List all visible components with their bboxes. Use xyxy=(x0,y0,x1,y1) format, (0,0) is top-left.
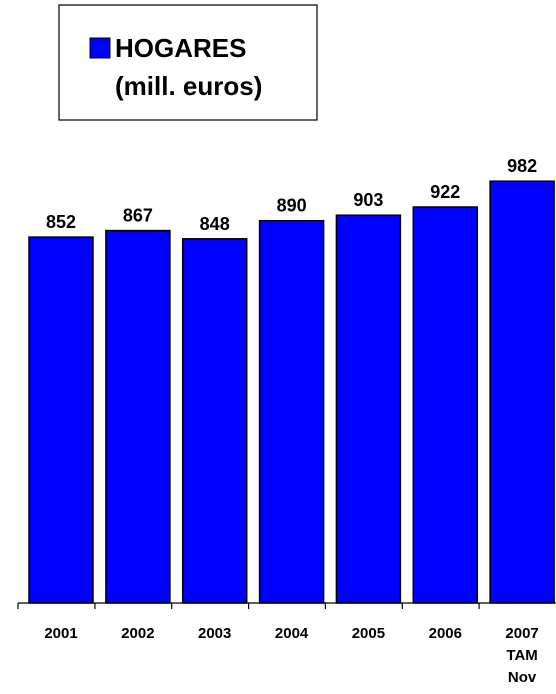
x-tick-label: 2004 xyxy=(275,625,309,642)
x-tick-label: 2002 xyxy=(121,625,154,642)
x-tick-labels-group: 2001 2002 2003 2004 2005 2006 2007 TAM Nov xyxy=(44,625,538,686)
x-tick-label: 2007 xyxy=(505,625,538,642)
legend-series-name: HOGARES xyxy=(115,33,246,63)
bar xyxy=(28,236,94,604)
bar xyxy=(412,206,479,604)
value-labels-group: 852 867 848 890 903 922 982 xyxy=(46,156,537,234)
x-tick-label: 2003 xyxy=(198,625,231,642)
bars-group xyxy=(28,180,555,604)
legend-series-unit: (mill. euros) xyxy=(115,71,262,101)
bar xyxy=(489,180,555,604)
x-tick-label: TAM xyxy=(506,647,537,664)
legend-box xyxy=(58,4,318,121)
bar xyxy=(258,219,325,604)
bar xyxy=(105,229,171,604)
legend: HOGARES (mill. euros) xyxy=(58,4,318,121)
bar-value-label: 852 xyxy=(46,212,76,232)
bar-value-label: 982 xyxy=(507,156,537,176)
x-tick-label: 2005 xyxy=(352,625,385,642)
x-tick-label: 2001 xyxy=(44,625,77,642)
x-tick-label: Nov xyxy=(508,669,537,686)
bar-value-label: 848 xyxy=(200,214,230,234)
x-tick-label: 2006 xyxy=(429,625,462,642)
legend-swatch xyxy=(89,37,111,59)
bar-value-label: 922 xyxy=(430,182,460,202)
bar-value-label: 890 xyxy=(277,196,307,216)
bar-value-label: 867 xyxy=(123,206,153,226)
x-ticks-group xyxy=(17,603,480,609)
bar xyxy=(335,214,402,604)
bar xyxy=(181,238,248,604)
bar-value-label: 903 xyxy=(353,190,383,210)
